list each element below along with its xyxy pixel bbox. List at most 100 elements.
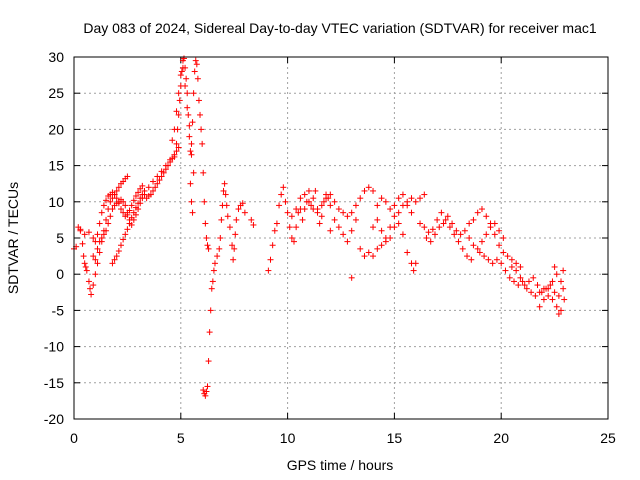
data-point [222,191,229,198]
data-point [269,242,276,249]
data-point [231,245,238,252]
data-point [139,191,146,198]
data-point [179,64,186,71]
chart-title: Day 083 of 2024, Sidereal Day-to-day VTE… [83,20,596,36]
data-point [229,242,236,249]
data-point [197,111,204,118]
data-point [198,126,205,133]
data-point [175,111,182,118]
data-point [532,292,539,299]
data-point [109,206,116,213]
data-point [145,184,152,191]
data-point [547,282,554,289]
data-point [481,253,488,260]
data-point [446,224,453,231]
data-point [444,213,451,220]
data-point [378,242,385,249]
data-point [318,202,325,209]
data-point [331,198,338,205]
data-point [181,55,188,62]
data-point [186,122,193,129]
data-point [561,296,568,303]
data-point [297,195,304,202]
data-point [122,231,129,238]
data-point [90,253,97,260]
data-point [498,260,505,267]
data-point [308,202,315,209]
data-point [200,169,207,176]
data-point [90,235,97,241]
data-point [391,213,398,220]
data-point [404,202,411,209]
data-point [113,195,120,202]
y-tick-label: 0 [56,266,64,282]
data-point [156,177,163,184]
data-point [429,226,436,233]
data-point [83,267,90,274]
data-point [177,72,184,79]
data-point [214,253,221,260]
data-point [130,209,137,216]
data-point [513,260,520,267]
data-point [132,193,139,200]
data-point [466,235,473,241]
data-point [77,227,84,234]
data-point [221,180,228,187]
data-point [323,195,330,202]
data-point [513,267,520,274]
data-point [107,198,114,205]
data-point [382,198,389,205]
data-point [154,180,161,187]
data-point [451,231,458,238]
data-point [357,195,364,202]
data-point [120,236,127,243]
data-point [202,392,209,399]
data-point [193,61,200,68]
data-point [206,329,213,336]
data-point [553,303,560,310]
data-point [220,187,227,194]
data-point [158,168,165,175]
data-point [478,206,485,213]
data-point [370,187,377,194]
data-point [276,202,283,209]
data-point [226,224,233,231]
data-point [293,224,300,231]
data-point [204,383,211,390]
data-point [203,235,210,241]
data-point [496,242,503,249]
data-point [508,263,515,270]
data-point [395,195,402,202]
data-point [320,198,327,205]
data-point [327,227,334,234]
data-point [536,303,543,310]
data-point [348,209,355,216]
data-point [391,202,398,209]
y-tick-labels: -20 -15 -10 -5 0 5 10 15 20 25 30 [44,49,64,427]
data-point [370,253,377,260]
data-point [348,274,355,281]
data-point [331,216,338,223]
data-point [327,191,334,198]
data-point [150,178,157,185]
data-point [423,235,430,241]
data-point [105,220,112,227]
data-point [87,285,94,292]
data-point [173,140,180,147]
data-point [230,256,237,263]
data-point [540,296,547,303]
data-point [185,111,192,118]
data-point [282,198,289,205]
data-point [335,206,342,213]
data-point [85,278,92,285]
data-point [191,68,198,75]
data-point [553,271,560,278]
data-point [421,191,428,198]
data-point [508,256,515,263]
data-point [474,245,481,252]
data-point [81,260,88,267]
data-point [434,216,441,223]
data-point [232,231,239,238]
data-point [154,173,161,180]
data-point [474,209,481,216]
